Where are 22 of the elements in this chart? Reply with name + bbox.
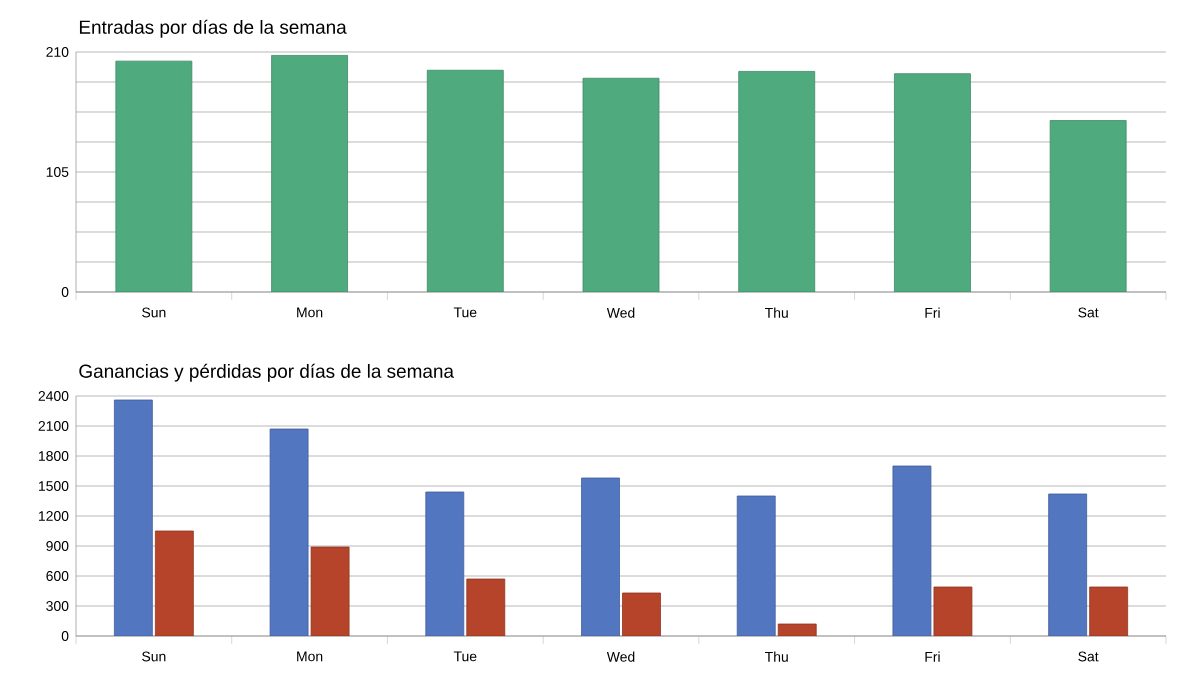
bar	[1089, 586, 1129, 636]
bar	[426, 69, 504, 292]
bar	[425, 491, 465, 636]
bar	[582, 77, 660, 292]
bar	[894, 73, 971, 292]
bar	[310, 546, 350, 636]
bar	[154, 530, 194, 636]
bar	[115, 60, 193, 292]
bar	[271, 55, 348, 292]
bar	[1049, 120, 1127, 292]
bar	[892, 465, 932, 636]
chart-title: Ganancias y pérdidas por días de la semana	[79, 363, 454, 382]
bar	[1048, 493, 1088, 636]
bar	[738, 71, 816, 292]
chart-title: Entradas por días de la semana	[79, 19, 347, 38]
bar	[736, 495, 776, 636]
bar	[933, 586, 973, 636]
bar	[113, 399, 153, 636]
bar	[269, 428, 309, 636]
bar	[466, 578, 506, 636]
bar	[622, 592, 661, 636]
bar	[581, 477, 620, 636]
